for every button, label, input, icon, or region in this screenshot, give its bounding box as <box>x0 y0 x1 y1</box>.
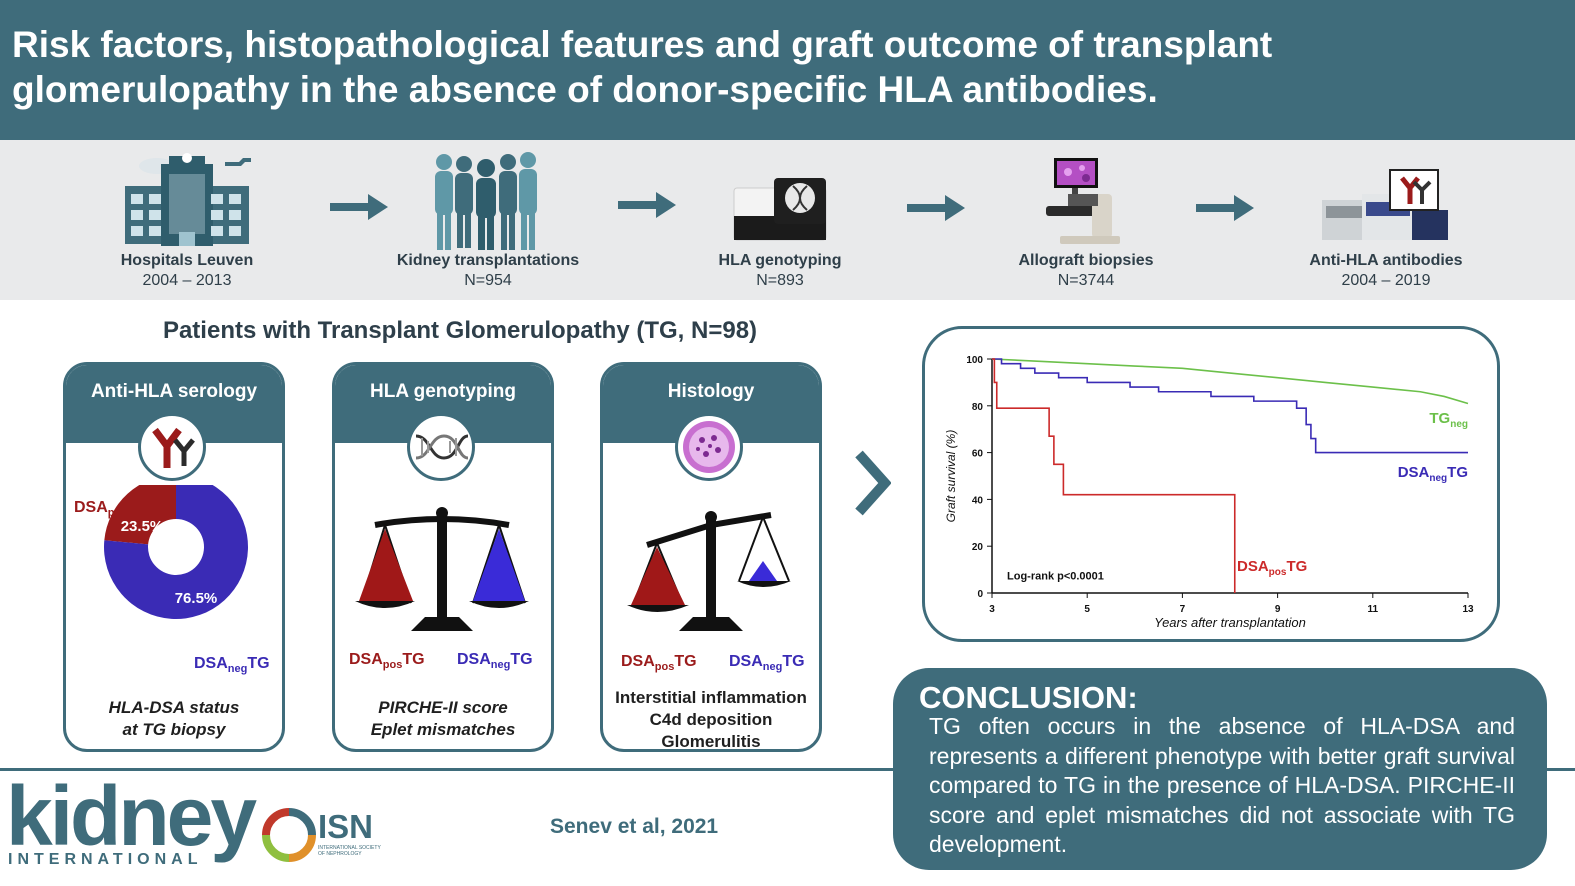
x-tick-label: 11 <box>1368 604 1379 615</box>
workflow-step-genotyping: HLA genotyping N=893 <box>650 140 910 300</box>
arrow-icon <box>330 194 388 220</box>
donut-slice <box>104 485 248 619</box>
log-rank-annotation: Log-rank p<0.0001 <box>1007 570 1104 582</box>
card-footer: Interstitial inflammation C4d deposition… <box>603 687 819 751</box>
survival-chart-panel: 0 20 40 60 80 100 3 5 7 9 11 13 Years after transpla… <box>922 326 1500 642</box>
footer-line: Interstitial inflammation <box>615 688 807 707</box>
header-banner: Risk factors, histopathological features… <box>0 0 1575 140</box>
card-anti-hla-serology: Anti-HLA serology DSAposTG 23.5%76.5% DS… <box>63 362 285 752</box>
workflow-value: N=3744 <box>1057 272 1115 289</box>
x-tick-label: 3 <box>989 604 995 615</box>
microscope-icon <box>1046 158 1120 244</box>
card-footer: HLA-DSA status at TG biopsy <box>66 697 282 741</box>
balance-scale-icon <box>627 511 791 631</box>
isn-logo-text: ISN <box>318 808 374 845</box>
conclusion-box: CONCLUSION: TG often occurs in the absen… <box>893 668 1547 870</box>
x-tick-label: 13 <box>1462 604 1474 615</box>
workflow-label: Kidney transplantations <box>396 252 580 269</box>
x-tick-label: 5 <box>1084 604 1090 615</box>
glomerulus-icon <box>675 413 743 481</box>
x-tick-label: 7 <box>1180 604 1186 615</box>
series-label: DSAnegTG <box>1398 464 1468 484</box>
y-tick-label: 20 <box>972 542 984 553</box>
card-footer: PIRCHE-II score Eplet mismatches <box>335 697 551 741</box>
donut-data-label: 76.5% <box>175 590 218 607</box>
workflow-step-transplantations: Kidney transplantations N=954 <box>358 140 618 300</box>
hospital-icon <box>125 153 251 246</box>
y-axis-label: Graft survival (%) <box>944 430 958 523</box>
arrow-icon <box>1196 195 1254 221</box>
donut-slice <box>104 485 176 545</box>
workflow-label: Allograft biopsies <box>1018 252 1154 269</box>
series-label: TGneg <box>1429 410 1468 430</box>
chevron-right-icon <box>855 450 891 516</box>
dsa-neg-label: DSAnegTG <box>194 655 270 676</box>
survival-curve-DSAposTG <box>992 358 1236 593</box>
workflow-label: HLA genotyping <box>718 252 842 269</box>
series-label: DSAposTG <box>1237 558 1307 578</box>
workflow-step-biopsies: Allograft biopsies N=3744 <box>956 140 1216 300</box>
workflow-value: 2004 – 2013 <box>142 272 232 289</box>
footer-line: HLA-DSA status <box>108 698 240 717</box>
isn-logo-icon <box>262 808 316 862</box>
x-axis-label: Years after transplantation <box>1154 615 1306 630</box>
y-tick-label: 0 <box>977 589 983 600</box>
dsa-neg-label: DSAnegTG <box>457 651 533 672</box>
dsa-pos-label: DSAposTG <box>621 653 697 674</box>
sequencer-icon <box>733 178 827 241</box>
footer-line: C4d deposition <box>649 710 773 729</box>
card-title: Histology <box>667 381 755 402</box>
y-tick-label: 60 <box>972 449 984 460</box>
footer-line: PIRCHE-II score <box>378 698 508 717</box>
footer-line: Glomerulitis <box>661 732 761 751</box>
card-title: HLA genotyping <box>370 381 516 402</box>
y-tick-label: 80 <box>972 402 984 413</box>
dsa-pos-label: DSAposTG <box>349 651 425 672</box>
workflow-label: Anti-HLA antibodies <box>1309 252 1463 269</box>
title-line-1: Risk factors, histopathological features… <box>12 24 1273 65</box>
y-tick-label: 100 <box>966 355 983 366</box>
citation: Senev et al, 2021 <box>550 815 719 838</box>
isn-logo-subtitle: INTERNATIONAL SOCIETY OF NEPHROLOGY <box>318 845 381 857</box>
journal-logo-subtitle: INTERNATIONAL <box>8 851 203 868</box>
y-tick-label: 40 <box>972 495 984 506</box>
lab-instrument-icon <box>1322 169 1448 240</box>
workflow-step-hospitals: Hospitals Leuven 2004 – 2013 <box>57 140 317 300</box>
divider <box>1540 768 1575 771</box>
footer-line: Eplet mismatches <box>370 720 516 739</box>
divider <box>0 768 900 771</box>
workflow-value: 2004 – 2019 <box>1341 272 1431 289</box>
arrow-icon <box>907 195 965 221</box>
antibody-icon <box>138 413 206 481</box>
card-histology: Histology DSAposTG DSAnegTG Interstitial… <box>600 362 822 752</box>
people-icon <box>435 152 537 250</box>
conclusion-title: CONCLUSION: <box>919 680 1138 715</box>
workflow-label: Hospitals Leuven <box>120 252 254 269</box>
card-hla-genotyping: HLA genotyping DSAposTG DSAnegTG PIRCHE-… <box>332 362 554 752</box>
survival-curve-TGneg <box>991 358 1469 405</box>
journal-logo: kidney <box>6 769 257 863</box>
dna-icon <box>407 413 475 481</box>
page-title: Risk factors, histopathological features… <box>12 22 1552 112</box>
balance-scale-icon <box>355 507 529 631</box>
survival-curve-chart: 0 20 40 60 80 100 3 5 7 9 11 13 Years after transpla… <box>944 355 1474 630</box>
workflow-step-antibodies: Anti-HLA antibodies 2004 – 2019 <box>1256 140 1516 300</box>
dsa-status-donut-chart: 23.5% 76.5% <box>104 485 248 619</box>
title-line-2: glomerulopathy in the absence of donor-s… <box>12 69 1158 110</box>
dsa-neg-label: DSAnegTG <box>729 653 805 674</box>
survival-curve-DSAnegTG <box>992 358 1468 454</box>
arrow-icon <box>618 192 676 218</box>
conclusion-text: TG often occurs in the absence of HLA-DS… <box>929 713 1515 857</box>
workflow-value: N=893 <box>756 272 804 289</box>
x-tick-label: 9 <box>1275 604 1281 615</box>
workflow-band: Hospitals Leuven 2004 – 2013 Kidney tran… <box>0 140 1575 300</box>
footer-line: at TG biopsy <box>122 720 226 739</box>
cohort-title: Patients with Transplant Glomerulopathy … <box>162 317 758 344</box>
donut-data-label: 23.5% <box>121 518 164 535</box>
workflow-value: N=954 <box>464 272 512 289</box>
card-title: Anti-HLA serology <box>90 381 258 402</box>
